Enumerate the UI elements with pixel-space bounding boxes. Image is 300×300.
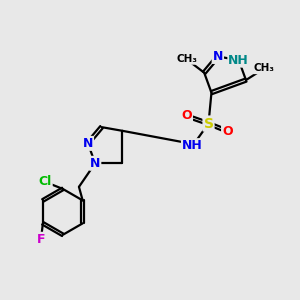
Text: F: F xyxy=(37,233,46,246)
Text: Cl: Cl xyxy=(38,175,52,188)
Text: S: S xyxy=(203,116,214,130)
Text: CH₃: CH₃ xyxy=(176,54,197,64)
Text: NH: NH xyxy=(228,54,249,67)
Text: CH₃: CH₃ xyxy=(253,63,274,73)
Text: N: N xyxy=(213,50,223,63)
Text: O: O xyxy=(182,109,192,122)
Text: N: N xyxy=(83,137,93,150)
Text: NH: NH xyxy=(182,139,203,152)
Text: O: O xyxy=(222,125,233,138)
Text: N: N xyxy=(90,157,100,170)
